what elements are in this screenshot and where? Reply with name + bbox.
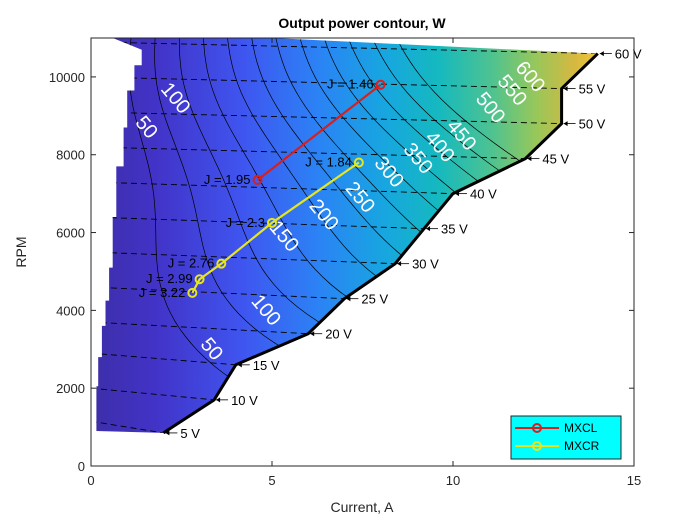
voltage-line-12 xyxy=(96,41,598,55)
y-tick-label-4: 8000 xyxy=(56,148,85,163)
voltage-arrowhead-2 xyxy=(216,397,221,403)
voltage-arrowhead-5 xyxy=(346,296,351,302)
chart-title: Output power contour, W xyxy=(278,15,446,31)
series-marker-mxcr-1 xyxy=(194,274,205,285)
x-tick-label-1: 5 xyxy=(268,473,275,488)
x-tick-label-0: 0 xyxy=(87,473,94,488)
y-tick-label-0: 0 xyxy=(78,459,85,474)
voltage-line-4 xyxy=(96,321,309,335)
j-label-mxcr-0: J = 3.22 xyxy=(139,285,186,300)
series-layer: J = 1.95 J = 1.46 J = 3.22J = 2.99J = 2.76… xyxy=(139,77,386,300)
voltage-label-9: 45 V xyxy=(542,152,569,167)
voltage-arrowhead-12 xyxy=(599,51,604,57)
series-line-mxcr xyxy=(191,161,360,294)
j-label-mxcr-1: J = 2.99 xyxy=(146,271,193,286)
y-tick-label-3: 6000 xyxy=(56,226,85,241)
voltage-line-6 xyxy=(96,251,396,265)
voltage-label-12: 60 V xyxy=(615,47,642,62)
legend-mxcr-label: MXCR xyxy=(564,439,600,453)
voltage-line-3 xyxy=(96,352,236,366)
series-marker-mxcl-0 xyxy=(252,175,263,186)
y-axis-label: RPM xyxy=(13,236,29,267)
voltage-line-11 xyxy=(96,76,562,90)
voltage-arrowhead-4 xyxy=(310,331,315,337)
voltage-label-1: 5 V xyxy=(180,426,200,441)
voltage-dashed-lines xyxy=(96,41,598,433)
series-marker-mxcr-0 xyxy=(187,287,198,298)
voltage-label-3: 15 V xyxy=(253,358,280,373)
voltage-label-10: 50 V xyxy=(579,117,606,132)
voltage-arrowhead-3 xyxy=(237,362,242,368)
voltage-label-6: 30 V xyxy=(412,257,439,272)
legend: MXCL MXCR xyxy=(510,415,622,460)
voltage-arrowhead-8 xyxy=(455,191,459,197)
voltage-line-1 xyxy=(96,420,164,433)
voltage-arrowhead-6 xyxy=(397,261,402,267)
j-label-mxcl-1: J = 1.46 xyxy=(327,77,374,92)
voltage-label-11: 55 V xyxy=(579,82,606,97)
legend-box xyxy=(510,415,622,460)
axes: 0 5 10 15 0 2000 4000 6000 8000 10000 xyxy=(49,37,641,488)
voltage-label-8: 40 V xyxy=(470,187,497,202)
voltage-line-5 xyxy=(96,286,345,300)
voltage-label-7: 35 V xyxy=(441,222,468,237)
series-marker-mxcr-3 xyxy=(267,217,277,228)
series-marker-mxcr-2 xyxy=(216,258,227,269)
y-tick-label-5: 10000 xyxy=(49,70,85,85)
voltage-arrowhead-11 xyxy=(563,86,568,92)
y-tick-label-2: 4000 xyxy=(56,303,85,318)
voltage-line-2 xyxy=(96,387,215,401)
contour-line-550 xyxy=(361,38,598,433)
voltage-arrowhead-1 xyxy=(165,430,170,436)
voltage-arrowhead-7 xyxy=(426,226,431,232)
voltage-line-10 xyxy=(96,111,562,125)
j-label-mxcr-2: J = 2.76 xyxy=(168,256,215,271)
legend-mxcl-marker xyxy=(532,423,542,433)
voltage-line-8 xyxy=(96,181,454,195)
voltage-line-9 xyxy=(96,146,526,160)
voltage-line-7 xyxy=(96,216,425,230)
axes-frame xyxy=(90,37,635,467)
x-tick-label-2: 10 xyxy=(446,473,460,488)
j-label-mxcr-3: J = 2.3 xyxy=(226,215,265,230)
legend-mxcr-marker xyxy=(532,441,542,451)
voltage-arrowhead-9 xyxy=(527,156,532,162)
j-label-mxcr-4: J = 1.84 xyxy=(305,155,352,170)
contour-line-250 xyxy=(224,38,598,433)
voltage-label-4: 20 V xyxy=(325,327,352,342)
legend-mxcl-label: MXCL xyxy=(564,421,598,435)
j-label-mxcl-0: J = 1.95 xyxy=(204,172,251,187)
operating-boundary-line xyxy=(162,52,599,435)
y-tick-label-1: 2000 xyxy=(56,381,85,396)
x-axis-label: Current, A xyxy=(330,499,394,515)
series-line-mxcl xyxy=(256,83,382,181)
x-tick-label-3: 15 xyxy=(627,473,641,488)
voltage-labels: 5 V 10 V 15 V 20 V 25 V 30 V 35 V 40 V 45 V 50 V 5… xyxy=(165,47,642,441)
voltage-label-5: 25 V xyxy=(361,292,388,307)
voltage-arrowhead-10 xyxy=(563,121,568,127)
contour-line-300 xyxy=(247,38,598,433)
series-marker-mxcl-1 xyxy=(375,79,386,90)
series-marker-mxcr-4 xyxy=(353,157,364,168)
voltage-label-2: 10 V xyxy=(231,393,258,408)
contour-line-600 xyxy=(383,38,598,433)
